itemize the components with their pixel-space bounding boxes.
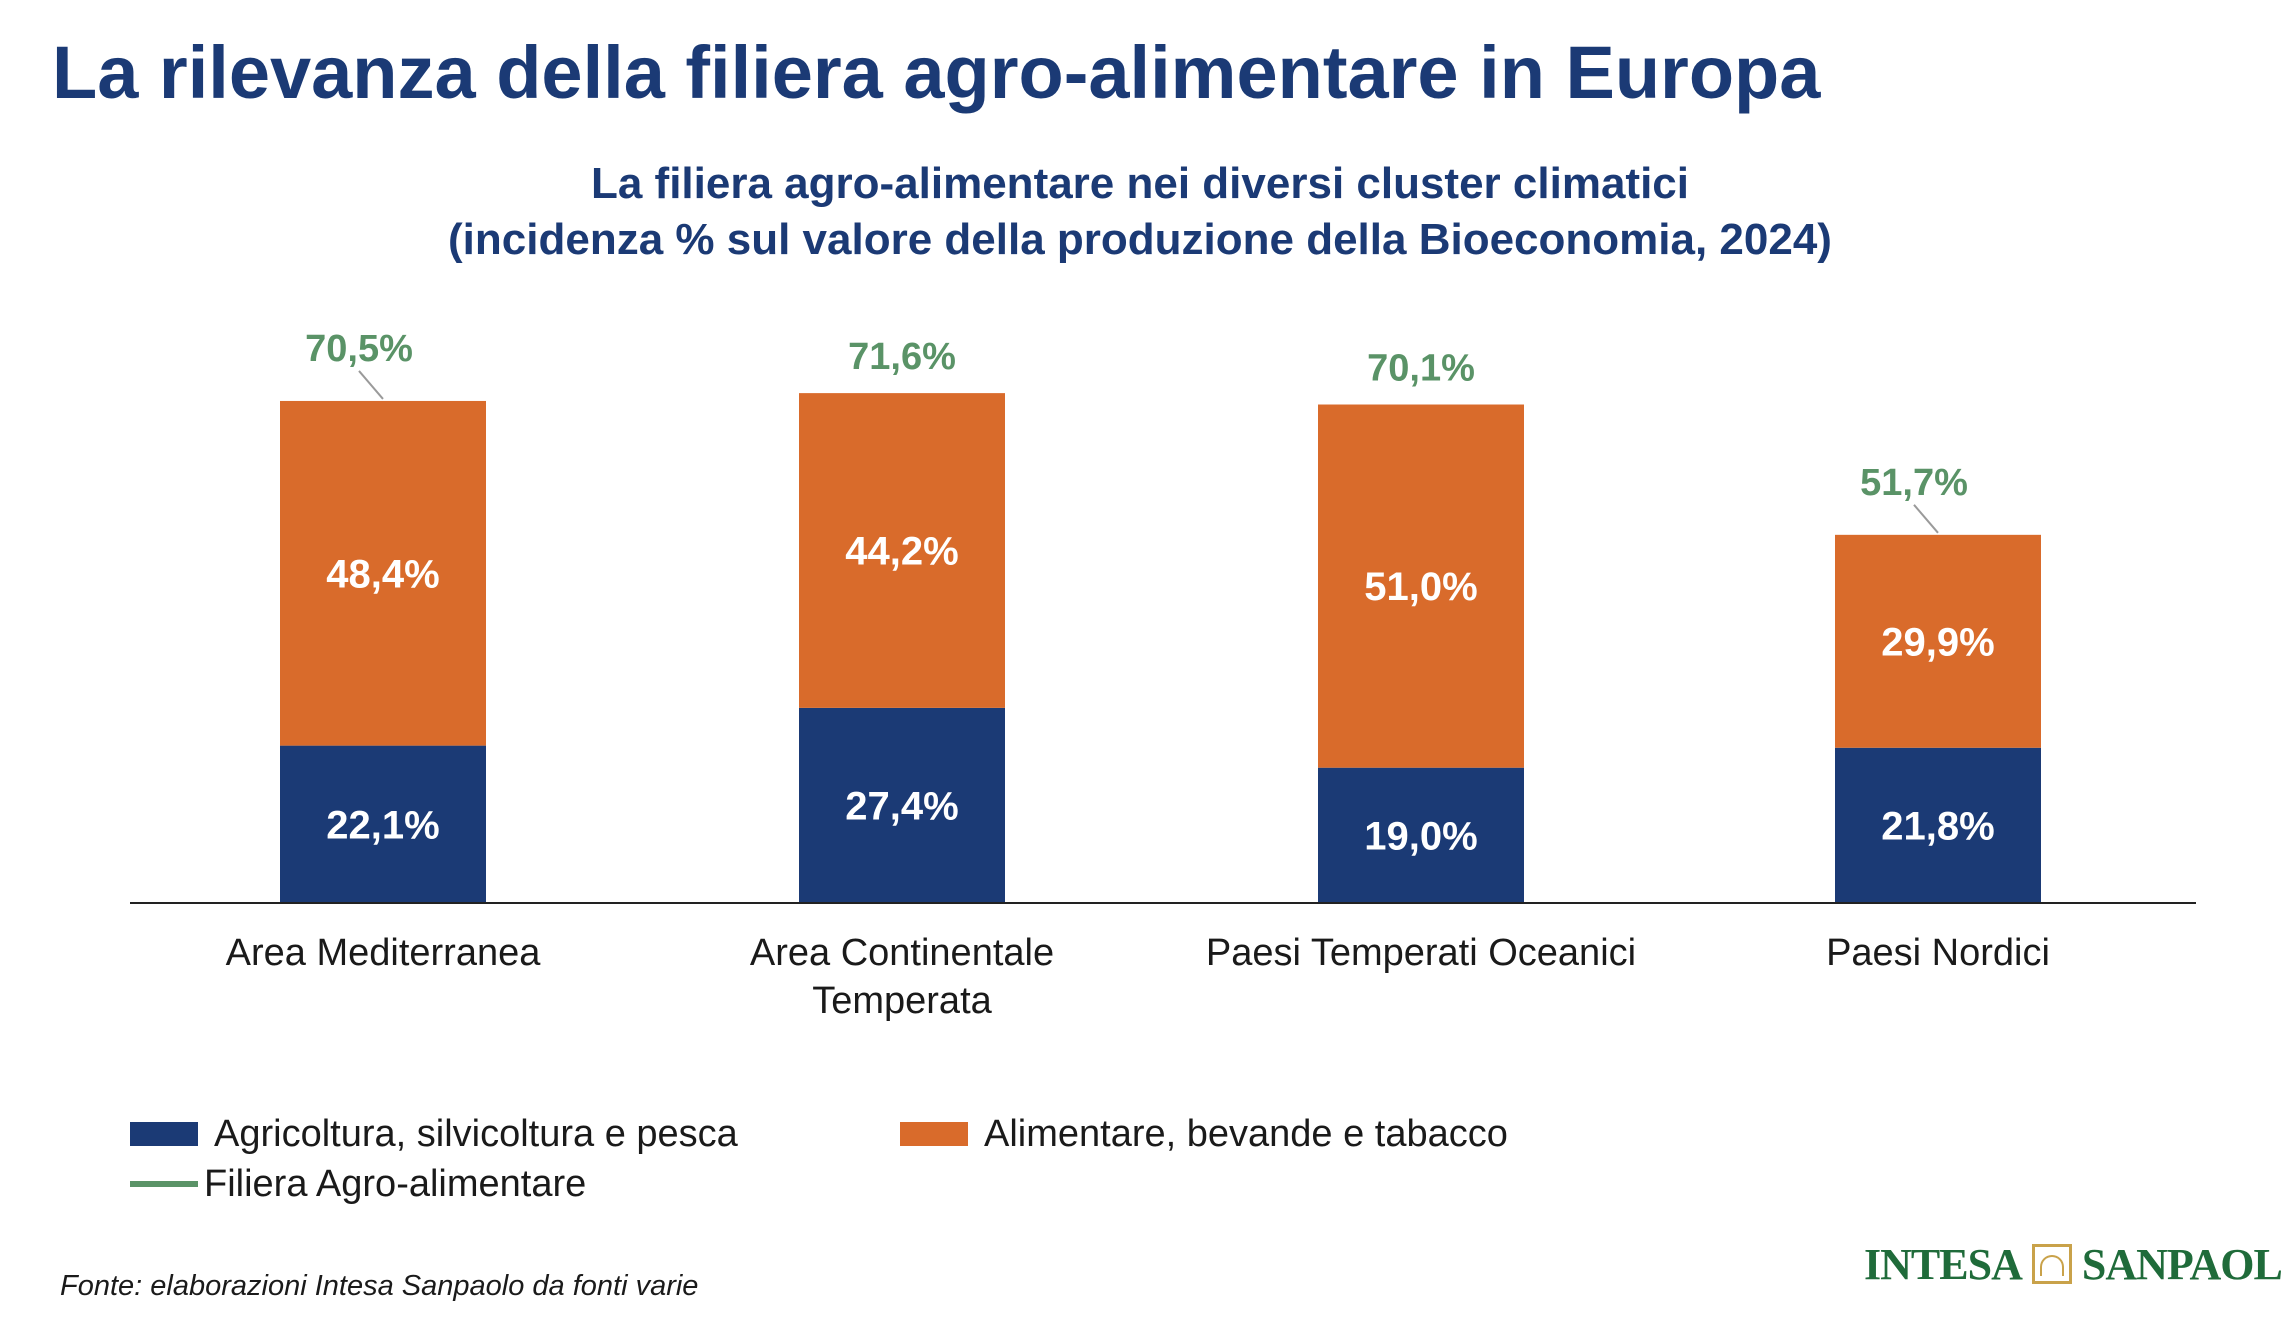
total-leader-line (358, 370, 384, 400)
bar-data-label: 44,2% (845, 529, 958, 573)
total-data-label: 51,7% (1860, 462, 1968, 504)
total-data-label: 70,5% (305, 328, 413, 370)
bar-data-label: 22,1% (326, 803, 439, 847)
building-arch-icon (2031, 1244, 2072, 1284)
chart-title-line-2: (incidenza % sul valore della produzione… (448, 215, 1832, 264)
bar-data-label: 19,0% (1364, 814, 1477, 858)
legend-label-filiera: Filiera Agro-alimentare (204, 1163, 587, 1205)
stacked-bar-chart: 22,1% 48,4% 70,5% Area Mediterranea 27,4% 44,… (130, 328, 2196, 1022)
logo-text-right: SANPAOLO (2081, 1239, 2282, 1289)
bar-segment-agricoltura (799, 707, 1005, 903)
page-title: La rilevanza della filiera agro-alimenta… (52, 31, 1821, 114)
x-tick-label: Paesi Temperati Oceanici (1206, 932, 1636, 974)
bar-segment-agricoltura (280, 745, 486, 903)
legend-item-alimentare: Alimentare, bevande e tabacco (900, 1110, 1508, 1158)
bar-segment-alimentare (1318, 404, 1524, 768)
bar-data-label: 51,0% (1364, 565, 1477, 609)
source-note: Fonte: elaborazioni Intesa Sanpaolo da f… (60, 1270, 699, 1302)
bar-segment-alimentare (799, 393, 1005, 708)
total-data-label: 71,6% (848, 336, 956, 378)
total-data-label: 70,1% (1367, 348, 1475, 390)
bar-segment-alimentare (280, 400, 486, 746)
total-leader-line (1913, 504, 1939, 534)
legend-label-alimentare: Alimentare, bevande e tabacco (984, 1113, 1508, 1155)
chart-title-line-1: La filiera agro-alimentare nei diversi c… (590, 159, 1689, 208)
legend-line-filiera (130, 1181, 198, 1187)
legend-swatch-agricoltura (130, 1122, 198, 1146)
bar-data-label: 21,8% (1881, 804, 1994, 848)
intesa-sanpaolo-logo: INTESA SANPAOLO (1864, 1234, 2282, 1294)
x-tick-label: Paesi Nordici (1826, 932, 2050, 974)
legend-item-agricoltura: Agricoltura, silvicoltura e pesca (130, 1110, 738, 1158)
x-tick-label: Temperata (812, 980, 992, 1022)
x-tick-label: Area Continentale (750, 932, 1054, 974)
bar-segment-alimentare (1835, 534, 2041, 748)
x-tick-label: Area Mediterranea (226, 932, 542, 974)
legend-label-agricoltura: Agricoltura, silvicoltura e pesca (214, 1113, 738, 1155)
bar-segment-agricoltura (1318, 767, 1524, 903)
bar-data-label: 27,4% (845, 784, 958, 828)
legend-swatch-alimentare (900, 1122, 968, 1146)
legend-item-filiera: Filiera Agro-alimentare (130, 1160, 586, 1208)
bar-data-label: 48,4% (326, 552, 439, 596)
logo-text-left: INTESA (1864, 1239, 2023, 1289)
bar-segment-agricoltura (1835, 747, 2041, 903)
bar-data-label: 29,9% (1881, 620, 1994, 664)
